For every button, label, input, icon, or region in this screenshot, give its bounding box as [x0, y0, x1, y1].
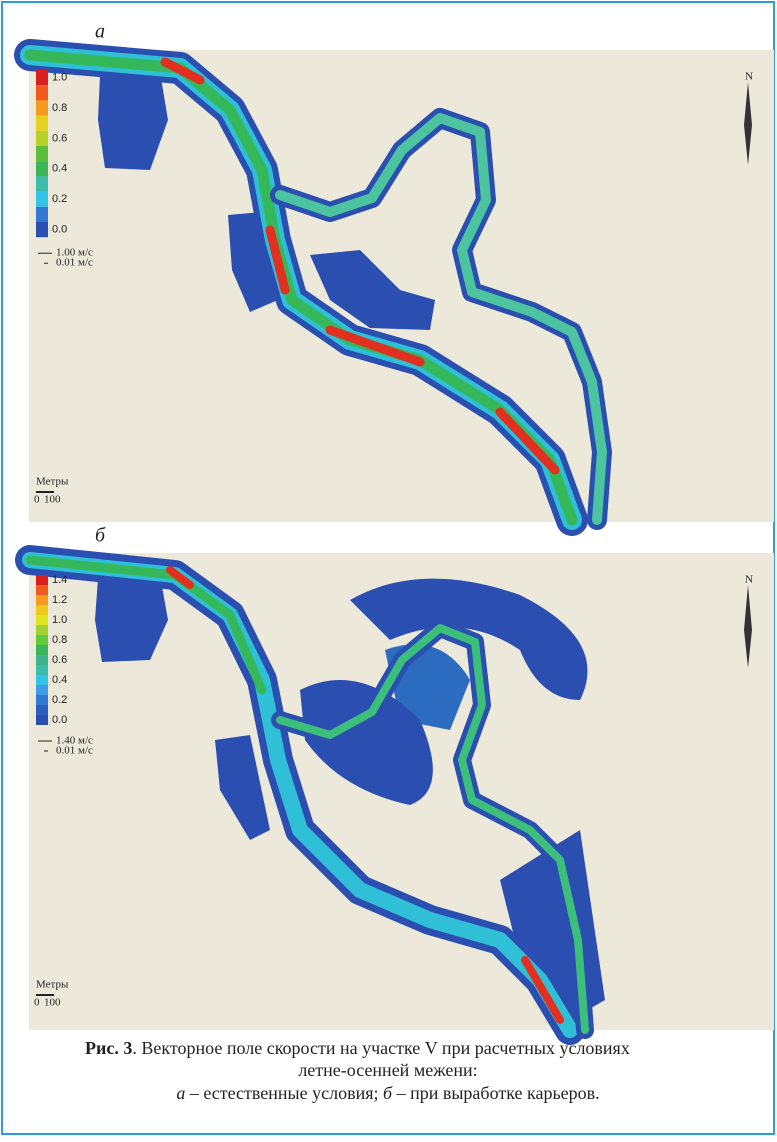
legend-swatch — [36, 192, 48, 207]
legend-swatch — [36, 70, 48, 85]
legend-swatch — [36, 635, 48, 645]
legend-swatch — [36, 595, 48, 605]
legend-swatch — [36, 625, 48, 635]
caption-line-1: Рис. 3. Векторное поле скорости на участ… — [85, 1038, 630, 1058]
caption-label: Рис. 3 — [85, 1038, 132, 1058]
legend-swatch — [36, 685, 48, 695]
legend-label: 0.0 — [52, 714, 67, 726]
caption: Рис. 3. Векторное поле скорости на участ… — [85, 1038, 630, 1103]
legend-swatch — [36, 705, 48, 715]
legend-label: 0.2 — [52, 193, 67, 205]
item-text: – естественные условия; — [185, 1083, 383, 1103]
scale-title: Метры — [36, 476, 69, 488]
item-text: – при выработке карьеров. — [392, 1083, 600, 1103]
caption-text: . Векторное поле скорости на участке V п… — [132, 1038, 629, 1058]
legend-label: 0.4 — [52, 163, 67, 175]
legend-swatch — [36, 575, 48, 585]
page: {"panels": [ {"label": "а", "legend": ["… — [0, 0, 777, 1137]
scale-start: 0 — [34, 997, 40, 1009]
legend-swatch — [36, 131, 48, 146]
legend-swatch — [36, 655, 48, 665]
legend-swatch — [36, 116, 48, 131]
legend-swatch — [36, 665, 48, 675]
scale-end: 100 — [44, 997, 61, 1009]
scale-title: Метры — [36, 979, 69, 991]
legend-label: 1.0 — [52, 72, 67, 84]
legend-label: 0.8 — [52, 634, 67, 646]
legend-swatch — [36, 207, 48, 222]
legend-label: 0.0 — [52, 224, 67, 236]
legend-swatch — [36, 146, 48, 161]
legend-label: 0.8 — [52, 102, 67, 114]
compass-label: N — [745, 574, 753, 586]
legend-label: 0.4 — [52, 674, 67, 686]
panel-label: б — [95, 525, 106, 547]
legend-swatch — [36, 715, 48, 725]
legend-swatch — [36, 585, 48, 595]
legend-swatch — [36, 161, 48, 176]
compass-label: N — [745, 71, 753, 83]
vector-scale: 0.01 м/с — [56, 745, 93, 757]
legend-swatch — [36, 85, 48, 100]
panel-label: а — [95, 21, 105, 43]
figure: Рис. 3. Векторное поле скорости на участ… — [0, 0, 777, 1137]
caption-line-3: а – естественные условия; б – при вырабо… — [176, 1083, 599, 1103]
scale-start: 0 — [34, 494, 40, 506]
legend-swatch — [36, 100, 48, 115]
legend-swatch — [36, 605, 48, 615]
item-letter: а — [176, 1083, 185, 1103]
legend-label: 1.2 — [52, 594, 67, 606]
legend-label: 1.4 — [52, 574, 67, 586]
legend-swatch — [36, 645, 48, 655]
vector-scale: 0.01 м/с — [56, 257, 93, 269]
legend-label: 0.6 — [52, 132, 67, 144]
legend-label: 1.0 — [52, 614, 67, 626]
legend-label: 0.2 — [52, 694, 67, 706]
legend-swatch — [36, 615, 48, 625]
caption-line-2: летне-осенней межени: — [298, 1060, 477, 1080]
legend-swatch — [36, 222, 48, 237]
scale-end: 100 — [44, 494, 61, 506]
legend-swatch — [36, 176, 48, 191]
legend-swatch — [36, 695, 48, 705]
legend-label: 0.6 — [52, 654, 67, 666]
legend-swatch — [36, 675, 48, 685]
